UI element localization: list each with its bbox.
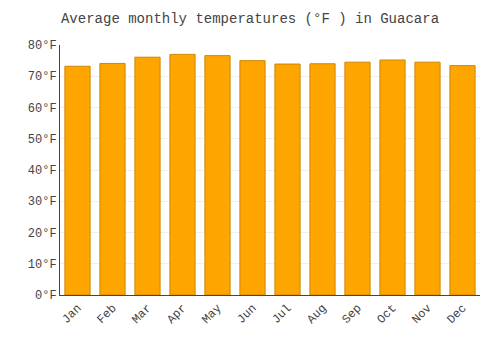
svg-text:0°F: 0°F	[35, 289, 57, 303]
svg-text:60°F: 60°F	[28, 102, 57, 116]
svg-text:Jan: Jan	[59, 302, 84, 327]
svg-text:May: May	[199, 302, 224, 327]
svg-text:Sep: Sep	[339, 302, 364, 327]
svg-text:Average monthly temperatures (: Average monthly temperatures (°F ) in Gu…	[61, 11, 439, 27]
svg-text:Apr: Apr	[164, 302, 189, 327]
svg-text:70°F: 70°F	[28, 70, 57, 84]
svg-text:20°F: 20°F	[28, 227, 57, 241]
svg-text:10°F: 10°F	[28, 258, 57, 272]
svg-text:Dec: Dec	[444, 302, 469, 327]
svg-text:40°F: 40°F	[28, 164, 57, 178]
svg-text:Jun: Jun	[234, 302, 259, 327]
svg-text:30°F: 30°F	[28, 195, 57, 209]
svg-text:Mar: Mar	[129, 302, 154, 327]
svg-text:80°F: 80°F	[28, 39, 57, 53]
svg-text:Nov: Nov	[409, 302, 434, 327]
svg-text:Jul: Jul	[269, 302, 294, 327]
svg-text:Aug: Aug	[304, 302, 329, 327]
svg-text:Oct: Oct	[374, 302, 399, 327]
svg-text:50°F: 50°F	[28, 133, 57, 147]
svg-text:Feb: Feb	[94, 302, 119, 327]
